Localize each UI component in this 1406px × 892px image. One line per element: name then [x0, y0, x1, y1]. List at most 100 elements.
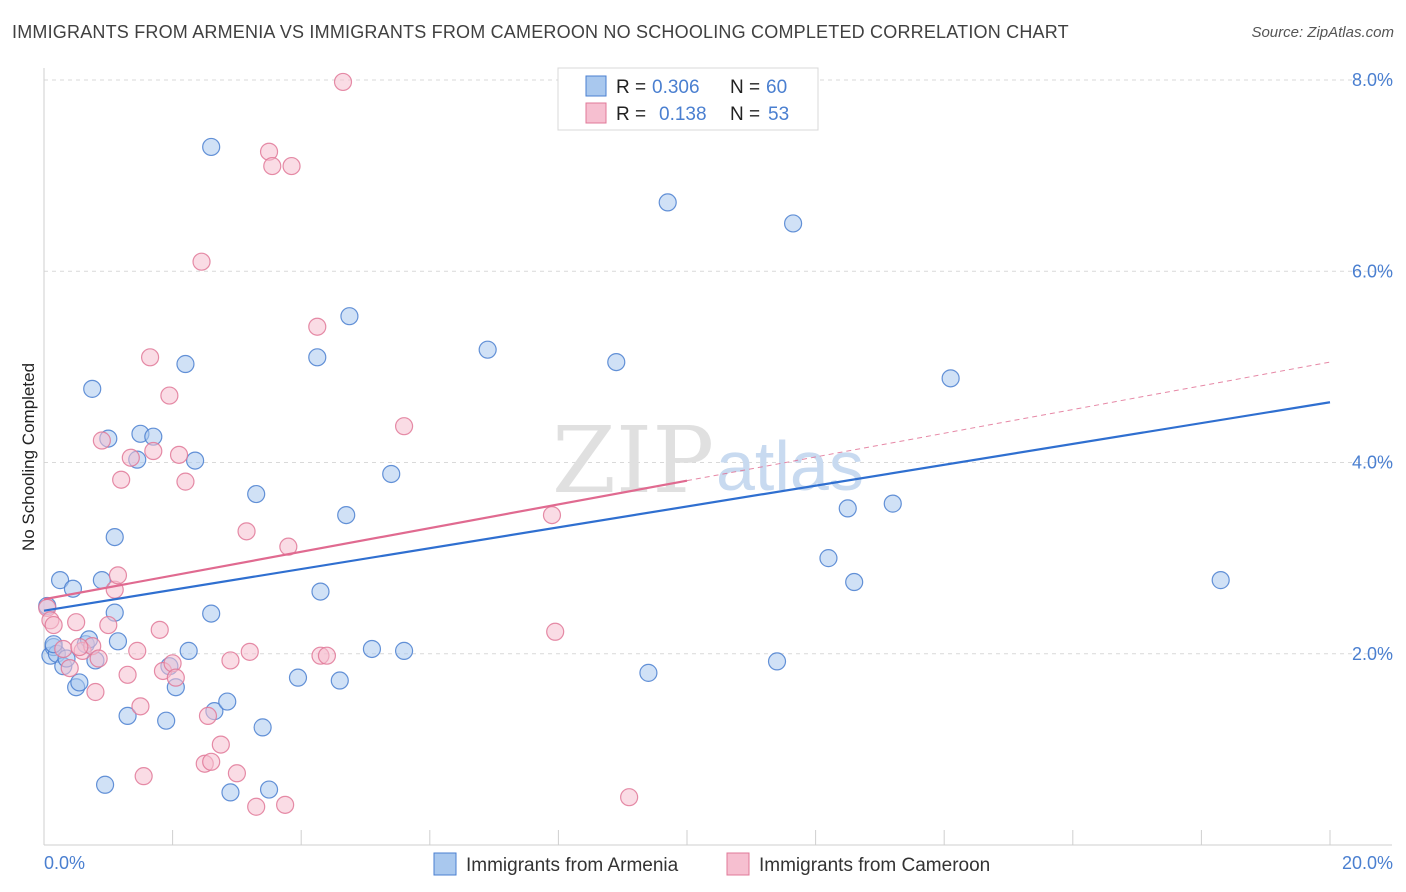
legend-r-value-cameroon: 0.138 — [659, 104, 707, 125]
data-point-armenia — [118, 706, 137, 726]
data-point-armenia — [819, 549, 838, 568]
data-point-cameroon — [198, 706, 218, 726]
legend-n-value-armenia: 60 — [766, 77, 787, 98]
data-point-armenia — [218, 692, 237, 711]
data-point-cameroon — [202, 752, 221, 771]
data-point-armenia — [202, 137, 221, 157]
data-point-cameroon — [134, 767, 153, 786]
data-point-armenia — [186, 451, 205, 470]
data-point-armenia — [658, 193, 677, 212]
legend-n-label-armenia: N = — [730, 77, 760, 98]
data-point-cameroon — [108, 566, 128, 585]
data-point-armenia — [95, 775, 115, 794]
data-point-cameroon — [247, 797, 266, 816]
data-point-cameroon — [121, 448, 140, 467]
data-point-cameroon — [394, 417, 414, 436]
source-label: Source: ZipAtlas.com — [1251, 24, 1394, 41]
legend-n-label-cameroon: N = — [730, 104, 760, 125]
data-point-cameroon — [192, 252, 211, 271]
data-point-armenia — [288, 668, 308, 687]
x-tick-label-max: 20.0% — [1342, 853, 1393, 873]
legend-r-label-cameroon: R = — [616, 104, 646, 125]
x-tick-label-min: 0.0% — [44, 853, 85, 873]
data-point-cameroon — [227, 764, 246, 783]
data-point-armenia — [202, 604, 221, 623]
data-point-armenia — [607, 352, 626, 372]
data-point-cameroon — [112, 470, 131, 489]
data-point-cameroon — [118, 665, 137, 684]
data-point-cameroon — [276, 795, 295, 814]
data-point-armenia — [340, 307, 359, 326]
data-point-cameroon — [144, 441, 163, 461]
data-point-cameroon — [237, 522, 256, 541]
data-point-cameroon — [86, 682, 105, 702]
data-point-cameroon — [221, 651, 240, 670]
data-point-armenia — [221, 783, 240, 802]
x-axis-ticks — [43, 830, 1331, 845]
data-point-armenia — [362, 639, 382, 659]
data-point-cameroon — [131, 697, 150, 716]
correlation-legend: R = 0.306 N = 60 R = 0.138 N = 53 — [557, 67, 819, 131]
series-legend: Immigrants from Armenia Immigrants from … — [433, 852, 990, 876]
data-point-armenia — [394, 641, 414, 660]
axes — [43, 68, 1392, 846]
data-point-armenia — [382, 464, 401, 484]
data-point-cameroon — [160, 386, 179, 405]
legend-r-value-armenia: 0.306 — [652, 77, 700, 98]
data-point-cameroon — [333, 72, 353, 92]
data-point-armenia — [783, 214, 803, 233]
data-point-armenia — [838, 499, 857, 518]
data-point-cameroon — [99, 615, 118, 635]
bottom-legend-swatch-cameroon — [726, 852, 750, 876]
data-point-armenia — [478, 340, 497, 359]
data-point-armenia — [157, 711, 176, 730]
data-point-cameroon — [620, 788, 639, 807]
data-point-cameroon — [169, 445, 189, 464]
gridlines — [44, 79, 1392, 655]
data-point-armenia — [105, 527, 124, 547]
data-point-armenia — [247, 484, 266, 504]
data-point-armenia — [767, 652, 787, 671]
data-point-cameroon — [54, 639, 73, 659]
data-point-armenia — [941, 369, 960, 388]
data-point-armenia — [337, 505, 356, 525]
legend-swatch-cameroon — [585, 102, 607, 124]
data-point-armenia — [176, 354, 195, 374]
data-point-armenia — [639, 663, 658, 682]
data-point-cameroon — [70, 637, 89, 657]
watermark-atlas: atlas — [716, 427, 864, 505]
trend-line-cameroon — [43, 479, 688, 601]
y-tick-label: 4.0% — [1352, 453, 1393, 473]
data-point-cameroon — [140, 348, 160, 367]
data-point-armenia — [50, 571, 70, 590]
data-point-armenia — [883, 494, 902, 513]
data-point-cameroon — [60, 658, 79, 678]
data-point-cameroon — [263, 156, 282, 176]
data-point-cameroon — [240, 642, 259, 661]
data-point-cameroon — [150, 620, 169, 639]
data-point-armenia — [253, 718, 272, 737]
data-point-cameroon — [546, 622, 565, 641]
trend-line-extension-cameroon — [686, 361, 1331, 482]
data-point-armenia — [308, 348, 327, 367]
data-point-cameroon — [308, 317, 327, 336]
data-point-cameroon — [176, 472, 195, 491]
legend-swatch-armenia — [585, 75, 607, 97]
data-point-cameroon — [44, 615, 63, 635]
data-point-armenia — [1211, 571, 1230, 590]
legend-r-label-armenia: R = — [616, 77, 646, 98]
data-point-cameroon — [67, 613, 86, 632]
y-tick-label: 6.0% — [1352, 261, 1393, 281]
trend-line-armenia — [43, 401, 1331, 612]
trend-lines — [43, 361, 1331, 612]
series-cameroon-points — [38, 72, 639, 816]
y-axis-tick-labels: 2.0% 4.0% 6.0% 8.0% — [1352, 70, 1393, 664]
y-tick-label: 8.0% — [1352, 70, 1393, 90]
bottom-legend-label-armenia: Immigrants from Armenia — [466, 855, 679, 876]
chart-title: IMMIGRANTS FROM ARMENIA VS IMMIGRANTS FR… — [12, 22, 1069, 42]
data-point-cameroon — [211, 735, 230, 754]
data-point-armenia — [179, 641, 198, 660]
watermark-zip: ZIP — [552, 407, 714, 514]
data-point-armenia — [311, 582, 330, 601]
bottom-legend-label-cameroon: Immigrants from Cameroon — [759, 855, 990, 876]
